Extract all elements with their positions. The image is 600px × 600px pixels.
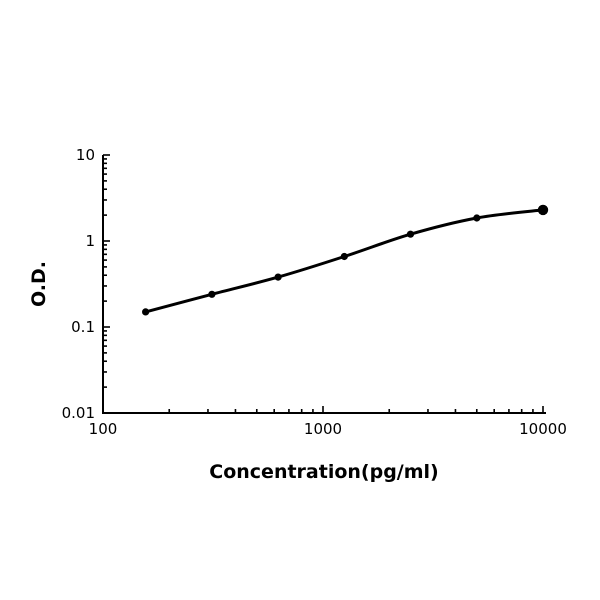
data-point-marker (142, 308, 150, 316)
data-point-marker (537, 204, 549, 216)
data-point-marker (274, 273, 282, 281)
y-tick-label: 0.1 (71, 318, 95, 336)
y-tick-label: 0.01 (62, 404, 95, 422)
axis-ticks (102, 154, 544, 414)
data-point-marker (473, 214, 481, 222)
axis-spines (102, 155, 546, 414)
y-tick-label: 1 (85, 232, 95, 250)
axis-tick-labels: 100 1000 10000 0.01 0.1 1 10 (62, 146, 567, 438)
y-tick-label: 10 (76, 146, 95, 164)
data-point-marker (406, 230, 415, 238)
x-tick-label: 10000 (519, 420, 567, 438)
standard-curve-series (142, 204, 549, 316)
data-point-marker (208, 290, 216, 298)
y-axis-label: O.D. (28, 261, 50, 307)
curve-line (144, 208, 545, 314)
x-axis-label: Concentration(pg/ml) (209, 461, 438, 483)
x-tick-label: 1000 (304, 420, 342, 438)
data-point-marker (340, 252, 348, 261)
x-tick-label: 100 (89, 420, 118, 438)
axes (102, 155, 546, 414)
